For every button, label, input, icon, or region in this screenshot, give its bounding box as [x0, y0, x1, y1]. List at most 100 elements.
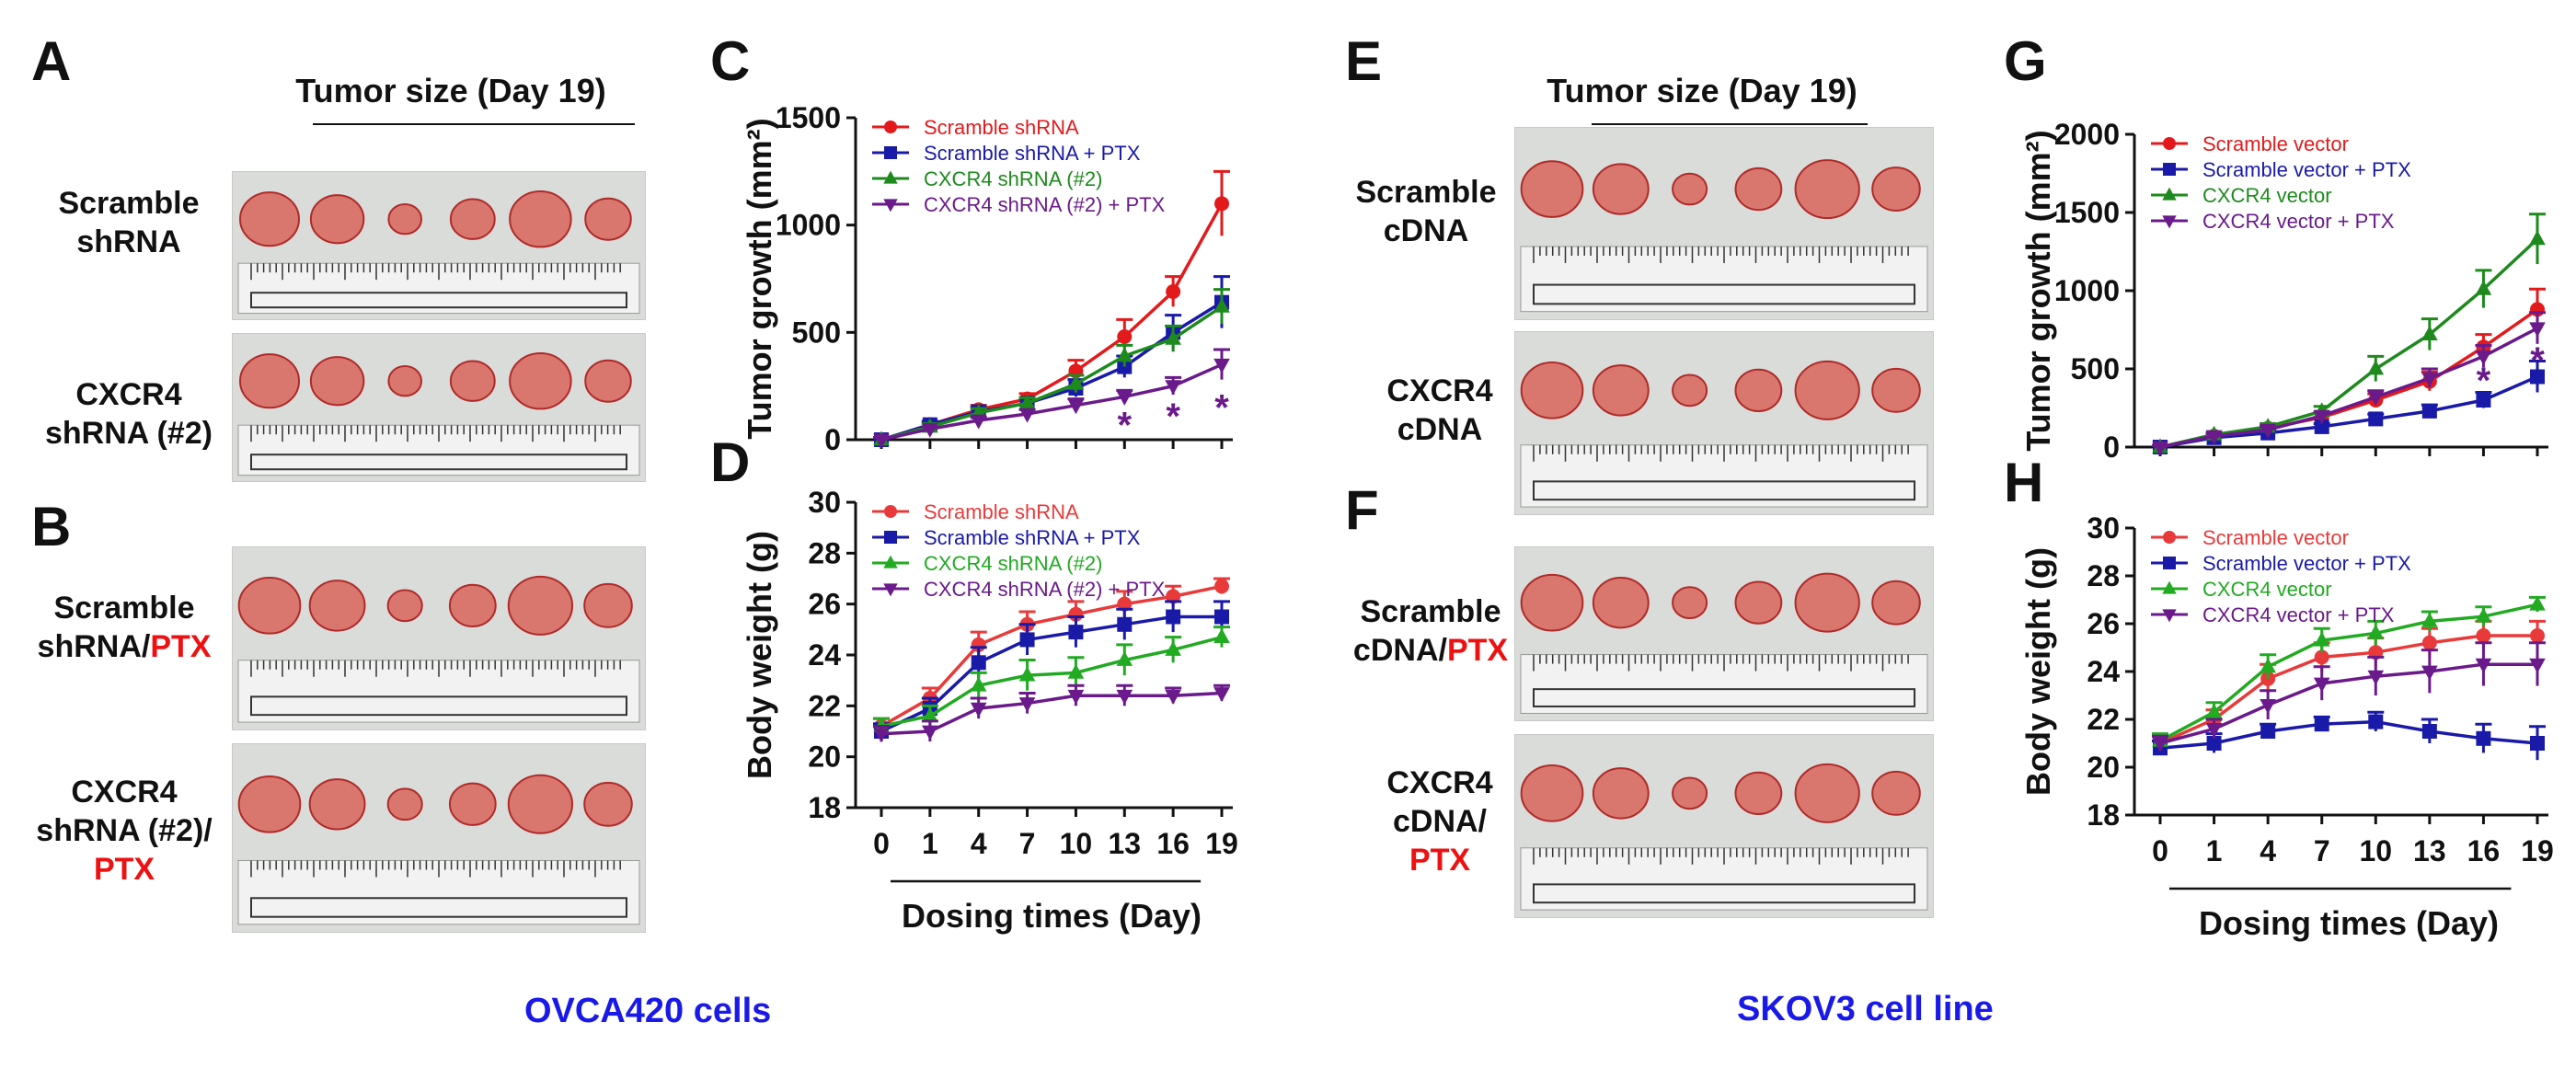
row-label-scramble-cdna: Scramble cDNA	[1355, 175, 1497, 248]
tumor-size-title-left: Tumor size (Day 19)	[295, 72, 606, 109]
tumor	[449, 198, 496, 240]
legend-entry-0: Scramble shRNA	[872, 500, 1079, 523]
tumor	[1672, 776, 1708, 810]
significance-star: *	[2530, 340, 2545, 381]
marker-square	[2368, 714, 2384, 729]
photo-scramble-shrna	[232, 171, 646, 320]
marker-triangle-up	[1213, 628, 1230, 644]
marker-triangle-down	[1067, 689, 1085, 705]
tumor	[1794, 763, 1860, 823]
tumor	[308, 580, 366, 632]
row-label-scramble-shrna: Scramble shRNA	[58, 186, 200, 259]
chart-h-body-weight: 18 20 22 24 26 28 30 0 1 4 7 10 13 16 19 Body weight (g…	[2019, 511, 2554, 942]
panel-letter-b: B	[31, 496, 72, 557]
y-tick-label: 1000	[776, 209, 841, 242]
y-tick-label: 1000	[2054, 274, 2120, 307]
tumor	[449, 360, 496, 402]
tumor	[386, 787, 423, 821]
legend-label: Scramble vector + PTX	[2202, 552, 2411, 575]
legend-entry-2: CXCR4 vector	[2151, 184, 2332, 207]
marker-square	[884, 146, 897, 159]
tumor	[509, 189, 572, 248]
x-axis-title: Dosing times (Day)	[902, 897, 1202, 935]
tumor	[238, 353, 301, 409]
tumor	[509, 351, 572, 410]
marker-triangle-down	[1165, 689, 1181, 705]
y-tick-label: 30	[808, 486, 841, 519]
marker-triangle-down	[2529, 658, 2546, 673]
marker-square	[884, 531, 897, 544]
marker-triangle-up	[922, 706, 938, 722]
legend-label: CXCR4 vector	[2202, 184, 2332, 207]
caption-skov3: SKOV3 cell line	[1737, 990, 1994, 1028]
marker-triangle-down	[1213, 358, 1230, 373]
marker-triangle-down	[1067, 399, 1085, 415]
row-label-cxcr4-shrna: CXCR4 shRNA (#2)	[45, 377, 213, 451]
legend-entry-3: CXCR4 vector + PTX	[2151, 603, 2395, 626]
marker-triangle-up	[2367, 360, 2385, 375]
series-line	[2159, 237, 2539, 449]
photo-cxcr4-shrna-ptx	[232, 743, 646, 933]
photo-drawing	[233, 547, 645, 729]
series-3	[873, 348, 1230, 449]
y-tick-label: 500	[2071, 352, 2120, 385]
photo-drawing	[233, 744, 645, 932]
marker-triangle-up	[2475, 607, 2492, 623]
legend-entry-0: Scramble shRNA	[872, 116, 1079, 139]
legend-label: CXCR4 vector + PTX	[2202, 603, 2395, 626]
legend-entry-1: Scramble vector + PTX	[2151, 552, 2411, 575]
legend-entry-2: CXCR4 shRNA (#2)	[872, 167, 1102, 190]
tumor	[1672, 373, 1708, 408]
caption-ovca420: OVCA420 cells	[524, 992, 772, 1030]
marker-square	[2206, 736, 2222, 751]
marker-triangle-down	[2152, 737, 2168, 752]
marker-triangle-up	[1018, 394, 1036, 409]
x-tick-label: 13	[1108, 827, 1141, 860]
x-tick-label: 4	[2260, 834, 2276, 867]
y-axis-title: Body weight (g)	[741, 531, 778, 779]
marker-triangle-down	[2475, 350, 2492, 365]
marker-square	[1019, 632, 1035, 648]
tumor	[1871, 770, 1921, 816]
marker-triangle-up	[2313, 631, 2330, 647]
x-tick-label: 10	[1060, 827, 1093, 860]
panel-letter-f: F	[1345, 479, 1379, 541]
photo-cxcr4-shrna	[232, 333, 646, 482]
tumor	[387, 203, 423, 235]
marker-circle	[1214, 579, 1229, 594]
marker-triangle-down	[922, 422, 938, 438]
marker-triangle-down	[2313, 677, 2330, 693]
y-tick-label: 0	[2103, 431, 2120, 464]
marker-triangle-up	[1165, 640, 1181, 656]
photo-drawing	[233, 334, 645, 481]
y-tick-label: 1500	[2054, 196, 2120, 229]
y-tick-label: 20	[2087, 751, 2120, 784]
tumor	[308, 778, 366, 831]
legend-label: CXCR4 vector + PTX	[2202, 210, 2395, 233]
ruler-scale	[1533, 883, 1915, 904]
marker-triangle-down	[883, 583, 898, 597]
legend-label: CXCR4 shRNA (#2)	[924, 167, 1102, 190]
marker-circle	[884, 505, 897, 518]
y-tick-label: 0	[824, 423, 841, 456]
series-line	[880, 691, 1223, 736]
panel-letter-g: G	[2004, 30, 2047, 92]
legend-entry-3: CXCR4 shRNA (#2) + PTX	[872, 578, 1166, 601]
y-tick-label: 1500	[776, 101, 841, 134]
panel-letter-e: E	[1345, 30, 1383, 92]
marker-triangle-down	[2162, 215, 2177, 229]
significance-star: *	[2477, 361, 2491, 401]
tumor	[507, 575, 574, 636]
ruler-scale	[1533, 480, 1915, 501]
marker-triangle-up	[1116, 347, 1133, 362]
tumor	[1734, 167, 1783, 212]
legend-entry-1: Scramble shRNA + PTX	[872, 142, 1141, 165]
marker-triangle-down	[2162, 609, 2177, 623]
marker-square	[2163, 557, 2176, 569]
legend-entry-3: CXCR4 vector + PTX	[2151, 210, 2395, 233]
marker-triangle-down	[2367, 670, 2385, 685]
marker-triangle-up	[2367, 624, 2385, 639]
row-label-cxcr4-shrna-ptx: CXCR4 shRNA (#2)/PTX	[36, 775, 213, 887]
tumor	[238, 191, 301, 247]
marker-triangle-down	[2475, 658, 2492, 673]
